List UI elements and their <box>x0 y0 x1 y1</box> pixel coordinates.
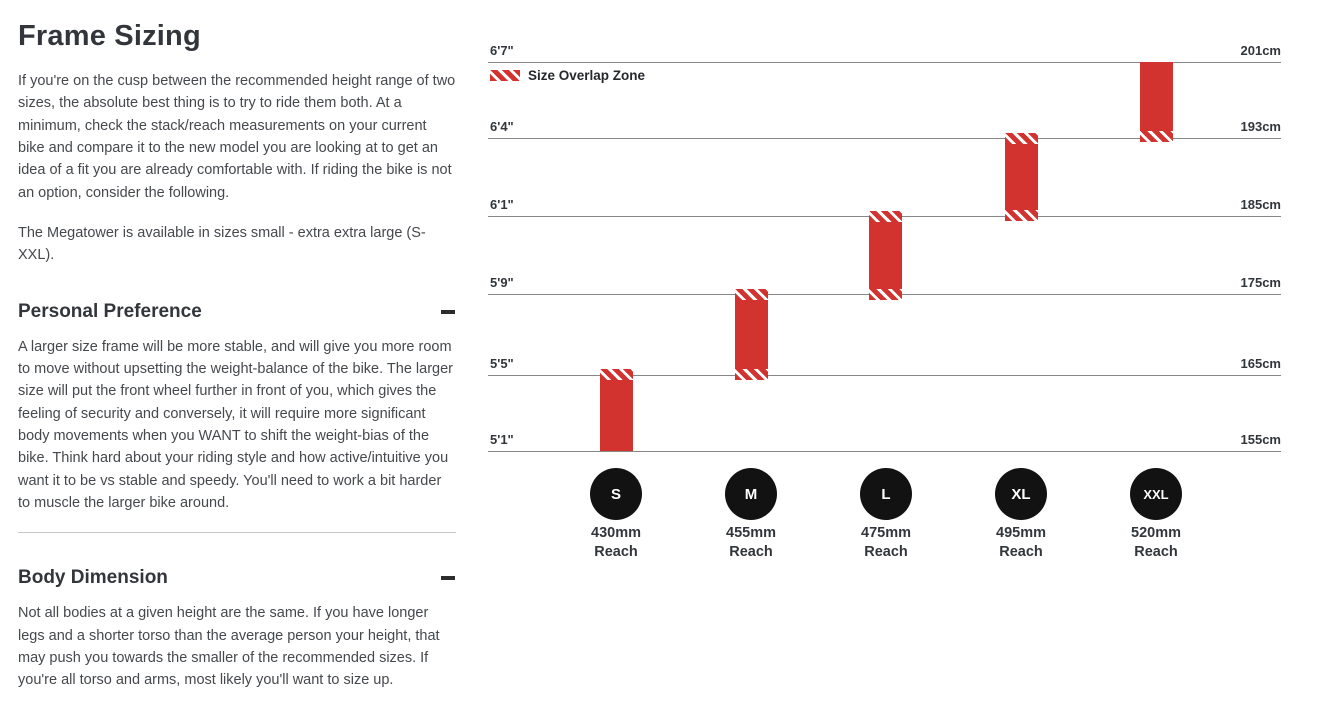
bar-solid <box>869 222 902 289</box>
reach-word: Reach <box>1134 544 1178 561</box>
size-bar-xxl <box>1140 62 1173 142</box>
overlap-hatch-bottom <box>735 369 768 380</box>
section-header-personal-preference: Personal Preference <box>18 301 456 323</box>
tick-cm: 165cm <box>1240 356 1281 371</box>
collapse-minus-icon[interactable] <box>440 570 456 586</box>
gridline-5-5 <box>488 375 1281 376</box>
availability-paragraph: The Megatower is available in sizes smal… <box>18 224 426 264</box>
gridline-5-1 <box>488 451 1281 452</box>
body-dimension-body: Not all bodies at a given height are the… <box>18 605 440 689</box>
tick-cm: 155cm <box>1240 432 1281 447</box>
size-badge-l: L <box>860 468 912 520</box>
tick-ft: 5'9" <box>490 275 514 290</box>
bar-solid <box>600 380 633 451</box>
reach-label-s: 430mm Reach <box>556 524 676 562</box>
tick-ft: 5'1" <box>490 432 514 447</box>
overlap-hatch-top <box>735 289 768 300</box>
frame-sizing-panel: Frame Sizing If you're on the cusp betwe… <box>18 20 456 710</box>
bar-solid <box>1005 144 1038 210</box>
overlap-hatch-top <box>1005 133 1038 144</box>
size-bar-xl <box>1005 133 1038 221</box>
tick-cm: 175cm <box>1240 275 1281 290</box>
personal-preference-body: A larger size frame will be more stable,… <box>18 338 453 511</box>
bar-solid <box>1140 62 1173 131</box>
tick-ft: 6'1" <box>490 197 514 212</box>
reach-label-l: 475mm Reach <box>826 524 946 562</box>
reach-label-m: 455mm Reach <box>691 524 811 562</box>
reach-value: 455mm <box>726 525 776 541</box>
gridline-6-7 <box>488 62 1281 63</box>
bar-solid <box>735 300 768 369</box>
reach-word: Reach <box>999 544 1043 561</box>
section-divider <box>18 532 456 534</box>
overlap-hatch-top <box>600 369 633 380</box>
tick-ft: 5'5" <box>490 356 514 371</box>
section-header-body-dimension: Body Dimension <box>18 567 456 589</box>
size-bar-m <box>735 289 768 380</box>
size-badge-xxl: XXL <box>1130 468 1182 520</box>
legend-label: Size Overlap Zone <box>528 68 646 83</box>
reach-value: 520mm <box>1131 525 1181 541</box>
overlap-hatch-bottom <box>1005 210 1038 221</box>
reach-value: 475mm <box>861 525 911 541</box>
reach-value: 430mm <box>591 525 641 541</box>
overlap-hatch-bottom <box>869 289 902 300</box>
tick-cm: 201cm <box>1240 43 1281 58</box>
overlap-hatch-top <box>869 211 902 222</box>
reach-value: 495mm <box>996 525 1046 541</box>
legend: Size Overlap Zone <box>490 68 645 83</box>
reach-label-xxl: 520mm Reach <box>1096 524 1216 562</box>
page-title: Frame Sizing <box>18 20 201 52</box>
intro-paragraph: If you're on the cusp between the recomm… <box>18 73 456 201</box>
reach-word: Reach <box>864 544 908 561</box>
section-title: Body Dimension <box>18 567 168 589</box>
overlap-hatch-icon <box>490 70 520 81</box>
gridline-6-4 <box>488 138 1281 139</box>
tick-ft: 6'7" <box>490 43 514 58</box>
size-bar-s <box>600 369 633 451</box>
reach-word: Reach <box>594 544 638 561</box>
reach-word: Reach <box>729 544 773 561</box>
tick-ft: 6'4" <box>490 119 514 134</box>
overlap-hatch-bottom <box>1140 131 1173 142</box>
collapse-minus-icon[interactable] <box>440 304 456 320</box>
tick-cm: 193cm <box>1240 119 1281 134</box>
frame-sizing-chart: 6'7" 6'4" 6'1" 5'9" 5'5" 5'1" 201cm 193c… <box>488 0 1281 578</box>
reach-label-xl: 495mm Reach <box>961 524 1081 562</box>
size-badge-m: M <box>725 468 777 520</box>
tick-cm: 185cm <box>1240 197 1281 212</box>
size-badge-xl: XL <box>995 468 1047 520</box>
section-title: Personal Preference <box>18 300 202 322</box>
size-badge-s: S <box>590 468 642 520</box>
size-bar-l <box>869 211 902 300</box>
